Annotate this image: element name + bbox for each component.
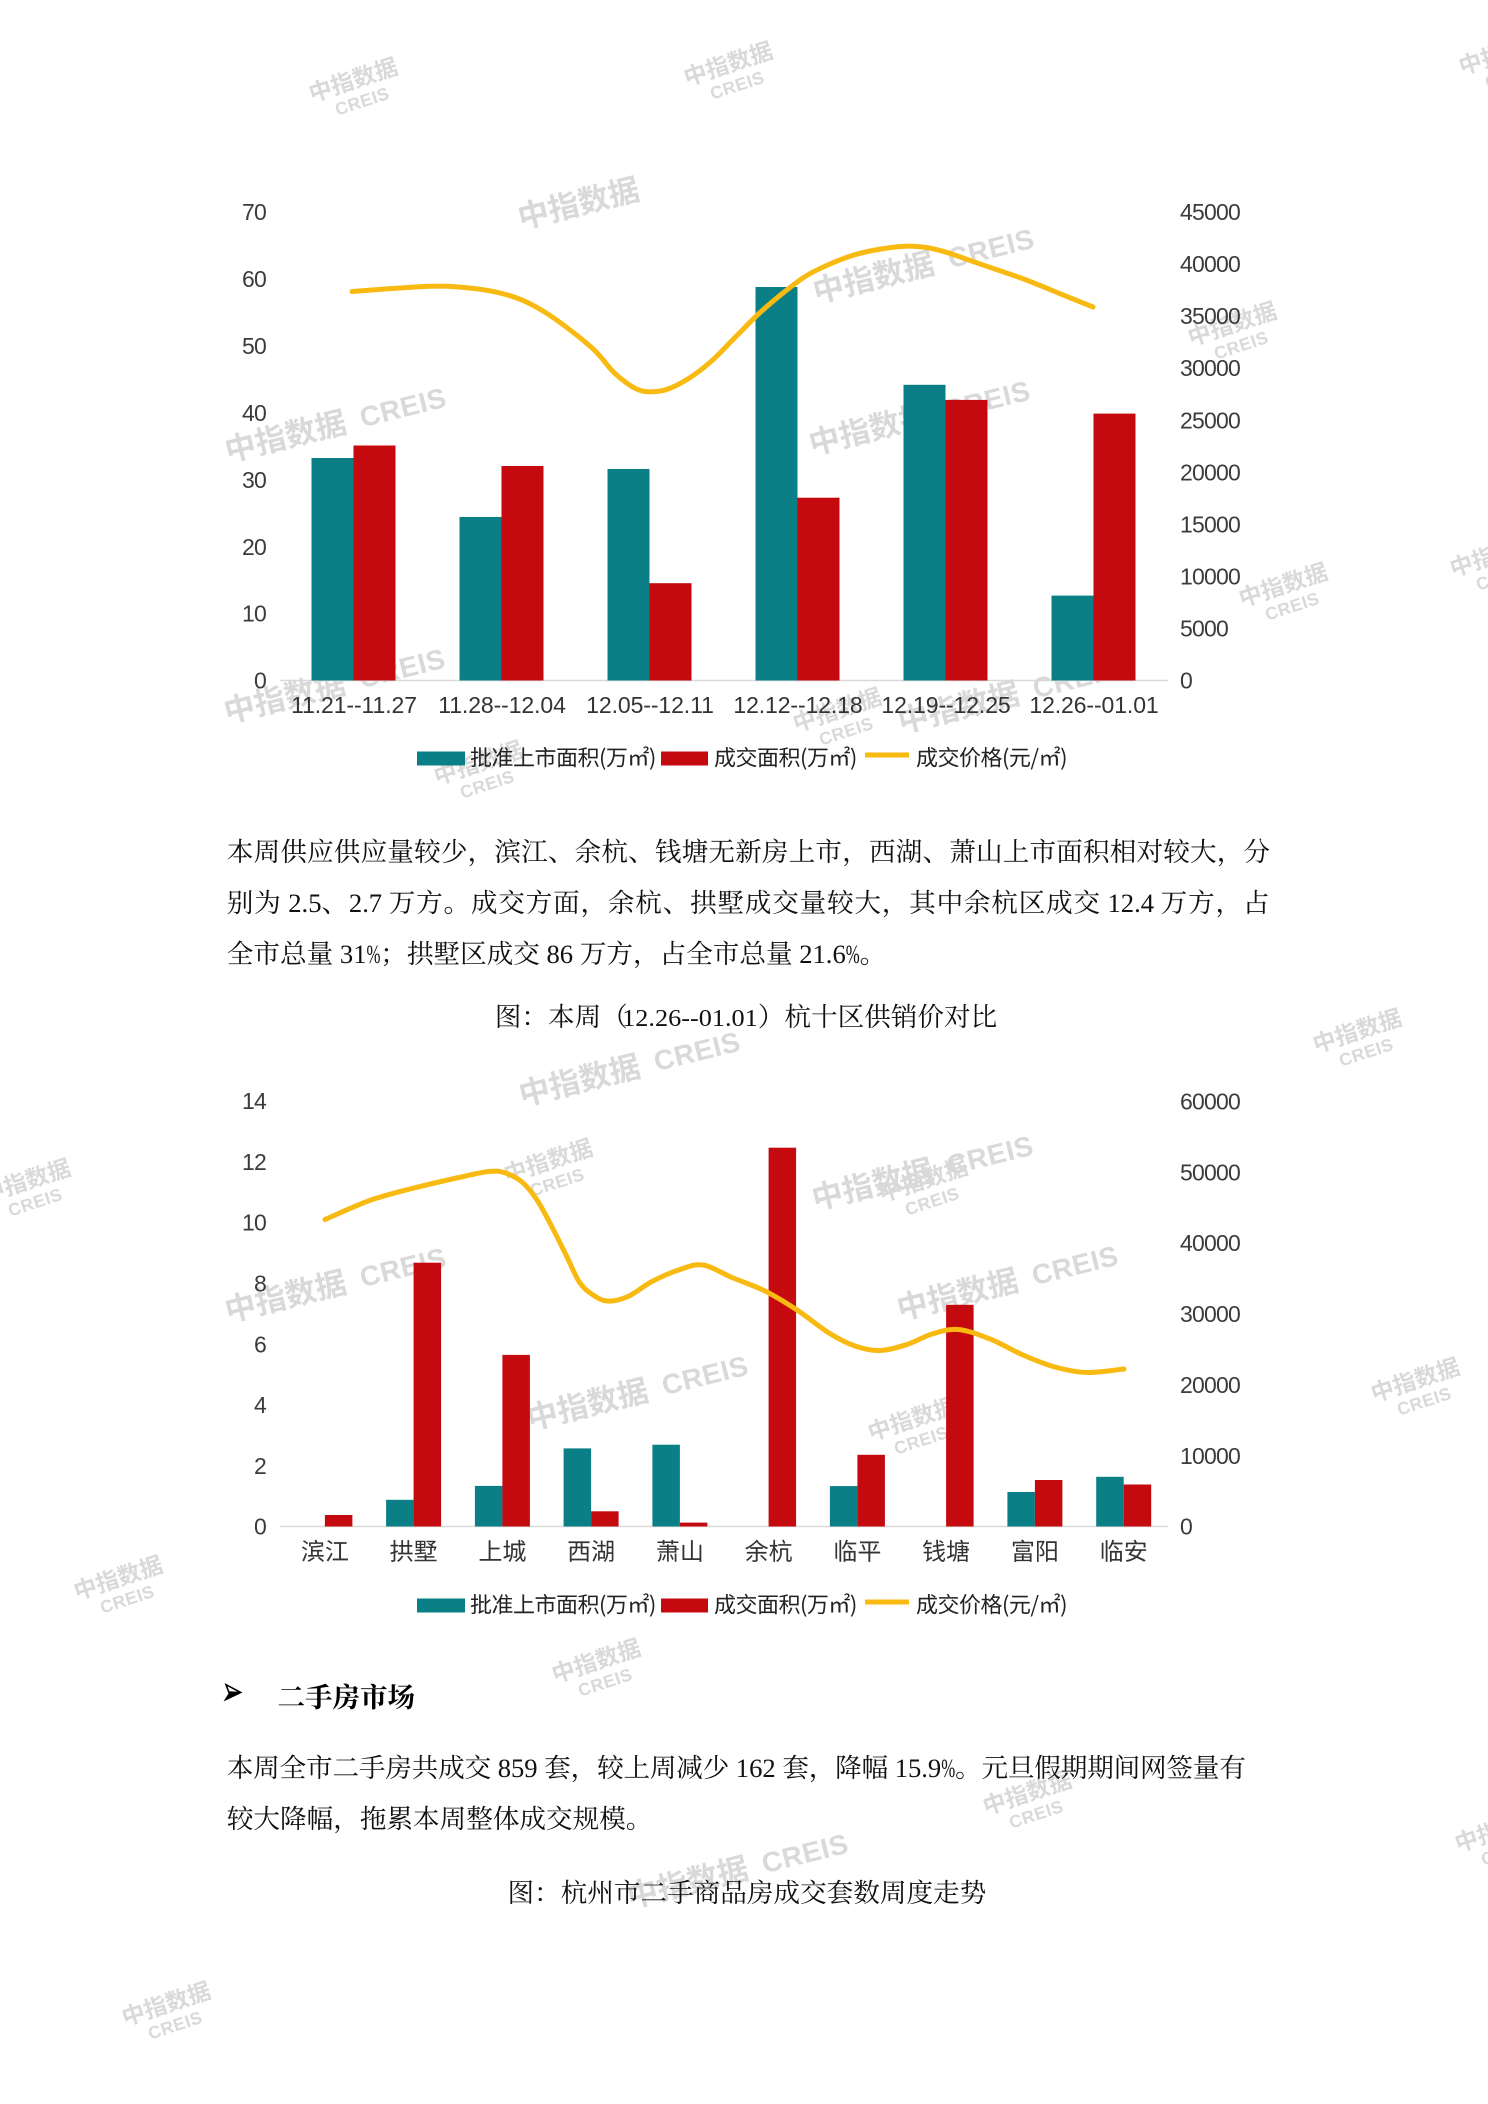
svg-text:20000: 20000 <box>1180 1372 1240 1398</box>
svg-text:25000: 25000 <box>1180 407 1240 433</box>
svg-text:1: 1 <box>813 939 826 969</box>
svg-text:.: . <box>921 1753 928 1783</box>
svg-text:30: 30 <box>242 467 266 493</box>
svg-text:.: . <box>1134 888 1141 918</box>
svg-text:%: % <box>941 1753 955 1783</box>
svg-text:6: 6 <box>560 939 573 969</box>
svg-text:8: 8 <box>547 939 560 969</box>
svg-text:0: 0 <box>1180 668 1192 694</box>
svg-text:2: 2 <box>349 888 362 918</box>
svg-text:4: 4 <box>1141 888 1154 918</box>
svg-text:3: 3 <box>340 939 353 969</box>
svg-text:35000: 35000 <box>1180 303 1240 329</box>
svg-text:9: 9 <box>928 1753 941 1783</box>
svg-text:6: 6 <box>749 1753 762 1783</box>
svg-text:9: 9 <box>524 1753 537 1783</box>
svg-text:10: 10 <box>242 1210 266 1236</box>
svg-text:0: 0 <box>254 668 266 694</box>
svg-text:4: 4 <box>254 1392 267 1418</box>
svg-text:14: 14 <box>242 1088 267 1114</box>
svg-text:0: 0 <box>1180 1514 1192 1540</box>
svg-text:2: 2 <box>254 1453 266 1479</box>
svg-text:40: 40 <box>242 400 266 426</box>
svg-text:12.12--12.18: 12.12--12.18 <box>733 692 862 718</box>
svg-text:5000: 5000 <box>1180 616 1228 642</box>
svg-text:5: 5 <box>511 1753 524 1783</box>
svg-text:1: 1 <box>353 939 366 969</box>
svg-text:10: 10 <box>242 601 266 627</box>
svg-text:30000: 30000 <box>1180 355 1240 381</box>
svg-text:12.26--01.01: 12.26--01.01 <box>622 1005 758 1032</box>
svg-text:2: 2 <box>1121 888 1134 918</box>
svg-text:10000: 10000 <box>1180 1443 1240 1469</box>
svg-text:1: 1 <box>1108 888 1121 918</box>
svg-text:30000: 30000 <box>1180 1301 1240 1327</box>
svg-text:20: 20 <box>242 534 266 560</box>
svg-text:1: 1 <box>736 1753 749 1783</box>
svg-text:.: . <box>826 939 833 969</box>
svg-text:2: 2 <box>799 939 812 969</box>
svg-text:.: . <box>302 888 309 918</box>
svg-text:40000: 40000 <box>1180 251 1240 277</box>
svg-text:12: 12 <box>242 1149 266 1175</box>
svg-text:45000: 45000 <box>1180 199 1240 225</box>
svg-text:11.21--11.27: 11.21--11.27 <box>291 692 417 718</box>
svg-text:5: 5 <box>908 1753 921 1783</box>
svg-text:8: 8 <box>254 1271 266 1297</box>
svg-text:10000: 10000 <box>1180 564 1240 590</box>
svg-text:50: 50 <box>242 333 266 359</box>
svg-text:6: 6 <box>254 1331 266 1357</box>
svg-text:%: % <box>846 939 860 969</box>
svg-text:12.05--12.11: 12.05--12.11 <box>586 692 714 718</box>
svg-text:5: 5 <box>308 888 321 918</box>
svg-text:2: 2 <box>288 888 301 918</box>
svg-text:11.28--12.04: 11.28--12.04 <box>438 692 566 718</box>
svg-text:12.26--01.01: 12.26--01.01 <box>1029 692 1158 718</box>
svg-text:8: 8 <box>498 1753 511 1783</box>
svg-text:1: 1 <box>895 1753 908 1783</box>
svg-text:15000: 15000 <box>1180 512 1240 538</box>
svg-text:2: 2 <box>762 1753 775 1783</box>
svg-text:6: 6 <box>833 939 846 969</box>
svg-text:60: 60 <box>242 266 266 292</box>
svg-text:12.19--12.25: 12.19--12.25 <box>881 692 1010 718</box>
svg-text:.: . <box>362 888 369 918</box>
svg-text:7: 7 <box>369 888 382 918</box>
svg-text:70: 70 <box>242 199 266 225</box>
svg-text:50000: 50000 <box>1180 1159 1240 1185</box>
svg-text:0: 0 <box>254 1514 266 1540</box>
svg-text:60000: 60000 <box>1180 1089 1240 1115</box>
svg-text:20000: 20000 <box>1180 459 1240 485</box>
svg-text:%: % <box>367 939 381 969</box>
svg-text:40000: 40000 <box>1180 1230 1240 1256</box>
